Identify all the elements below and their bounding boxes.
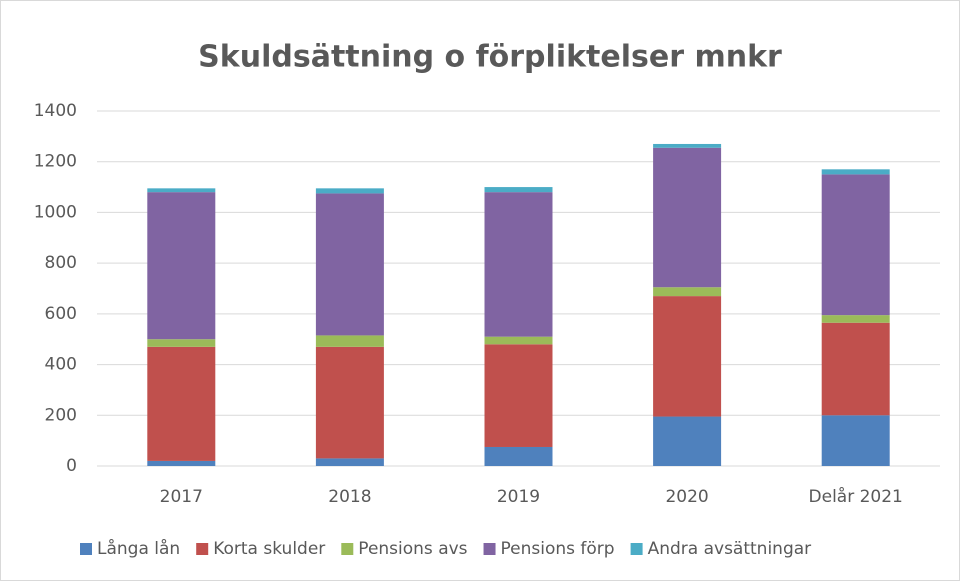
y-tick-label: 800 xyxy=(45,253,77,273)
y-tick-label: 0 xyxy=(66,456,77,476)
bar-segment xyxy=(821,415,890,466)
y-tick-label: 1400 xyxy=(34,101,77,121)
x-tick-label: Delår 2021 xyxy=(809,486,903,507)
bar-segment xyxy=(821,169,890,175)
bar-segment xyxy=(653,416,722,466)
bar-segment xyxy=(147,460,216,466)
bar-segment xyxy=(653,147,722,288)
bar-segment xyxy=(315,346,384,459)
x-tick-label: 2020 xyxy=(665,487,708,507)
y-tick-label: 1000 xyxy=(34,202,77,222)
x-tick-label: 2019 xyxy=(497,487,540,507)
bar-segment xyxy=(315,193,384,336)
legend-swatch xyxy=(80,543,92,555)
bar-segment xyxy=(653,143,722,148)
legend-label: Pensions avs xyxy=(358,539,467,559)
bar-segment xyxy=(147,339,216,347)
legend-swatch xyxy=(483,543,496,555)
y-tick-label: 200 xyxy=(45,405,77,425)
bar-segment xyxy=(315,188,384,194)
bar-segment xyxy=(484,192,553,337)
bar-segment xyxy=(147,192,216,340)
y-tick-label: 400 xyxy=(45,355,77,375)
bar-segment xyxy=(821,174,890,316)
x-tick-label: 2017 xyxy=(160,487,203,507)
y-tick-label: 600 xyxy=(45,304,77,324)
y-tick-label: 1200 xyxy=(34,152,77,172)
bar-segment xyxy=(821,315,890,323)
legend-label: Långa lån xyxy=(97,538,180,559)
bar-segment xyxy=(484,344,553,447)
bar-segment xyxy=(821,322,890,416)
bar-segment xyxy=(653,287,722,297)
bar-segment xyxy=(484,187,553,193)
legend-swatch xyxy=(196,543,209,555)
legend-swatch xyxy=(630,543,643,555)
bar-segment xyxy=(147,188,216,193)
x-tick-label: 2018 xyxy=(328,487,371,507)
legend-label: Pensions förp xyxy=(501,539,615,559)
chart-title: Skuldsättning o förpliktelser mnkr xyxy=(198,40,782,75)
bar-segment xyxy=(315,335,384,347)
bar-segment xyxy=(147,346,216,461)
bar-segment xyxy=(315,458,384,466)
bar-segment xyxy=(484,336,553,345)
bar-segment xyxy=(653,296,722,417)
bar-segment xyxy=(484,446,553,466)
legend-label: Korta skulder xyxy=(213,539,325,559)
legend-swatch xyxy=(341,543,354,555)
legend-label: Andra avsättningar xyxy=(648,539,812,559)
